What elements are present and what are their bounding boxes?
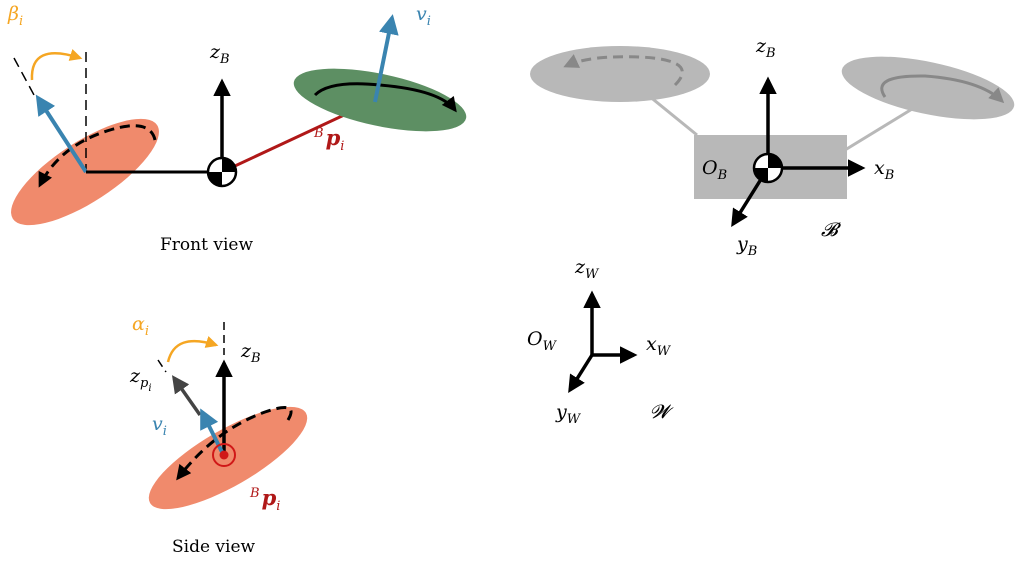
alpha-angle-arc — [166, 336, 219, 363]
world-OW-label: OW — [527, 328, 558, 354]
right-thrust-vector — [373, 14, 399, 103]
body-right-arm — [844, 93, 936, 152]
side-v-label: vi — [152, 413, 167, 439]
world-frame-symbol: 𝓦 — [650, 401, 674, 423]
body-frame-symbol: 𝓑 — [821, 219, 841, 241]
beta-angle-arc — [30, 49, 83, 81]
body-left-arm — [621, 72, 698, 137]
front-view-caption: Front view — [160, 235, 253, 255]
side-p-label: Bpi — [249, 485, 280, 514]
side-view — [148, 322, 308, 510]
left-propeller-rotation-arrow — [38, 124, 157, 188]
side-zp-label: zpi — [129, 365, 152, 394]
world-yW-label: yW — [555, 401, 582, 427]
side-view-caption: Side view — [172, 537, 256, 557]
front-center-of-mass-icon — [206, 156, 238, 188]
front-p-label: Bpi — [313, 125, 344, 154]
world-yW-axis — [568, 354, 594, 393]
side-zp-axis — [171, 375, 202, 417]
side-propeller-disk — [148, 406, 308, 510]
body-left-rotation-arrow — [563, 54, 684, 87]
body-right-rotation-arrow — [880, 74, 1005, 104]
side-zB-label: zB — [240, 340, 261, 366]
body-center-of-mass-icon — [752, 152, 784, 184]
front-view — [11, 14, 467, 226]
world-zW-label: zW — [574, 256, 600, 282]
body-frame-view — [530, 46, 1015, 227]
world-xW-label: xW — [646, 333, 672, 359]
side-propeller-rotation-arrow — [176, 406, 293, 481]
side-position-marker-icon — [212, 443, 236, 467]
body-left-propeller — [530, 46, 710, 102]
body-zB-label: zB — [755, 35, 776, 61]
body-xB-label: xB — [874, 157, 894, 183]
body-OB-label: OB — [702, 157, 727, 183]
left-thrust-vector — [35, 94, 88, 174]
left-tilt-reference — [13, 57, 35, 96]
front-zB-label: zB — [209, 41, 230, 67]
front-v-label: vi — [416, 3, 431, 29]
world-frame-view — [568, 290, 638, 393]
front-beta-label: βi — [7, 3, 23, 29]
side-tilt-reference — [157, 359, 167, 373]
body-yB-label: yB — [736, 233, 757, 259]
body-right-propeller — [841, 56, 1015, 120]
side-alpha-label: αi — [132, 313, 149, 339]
